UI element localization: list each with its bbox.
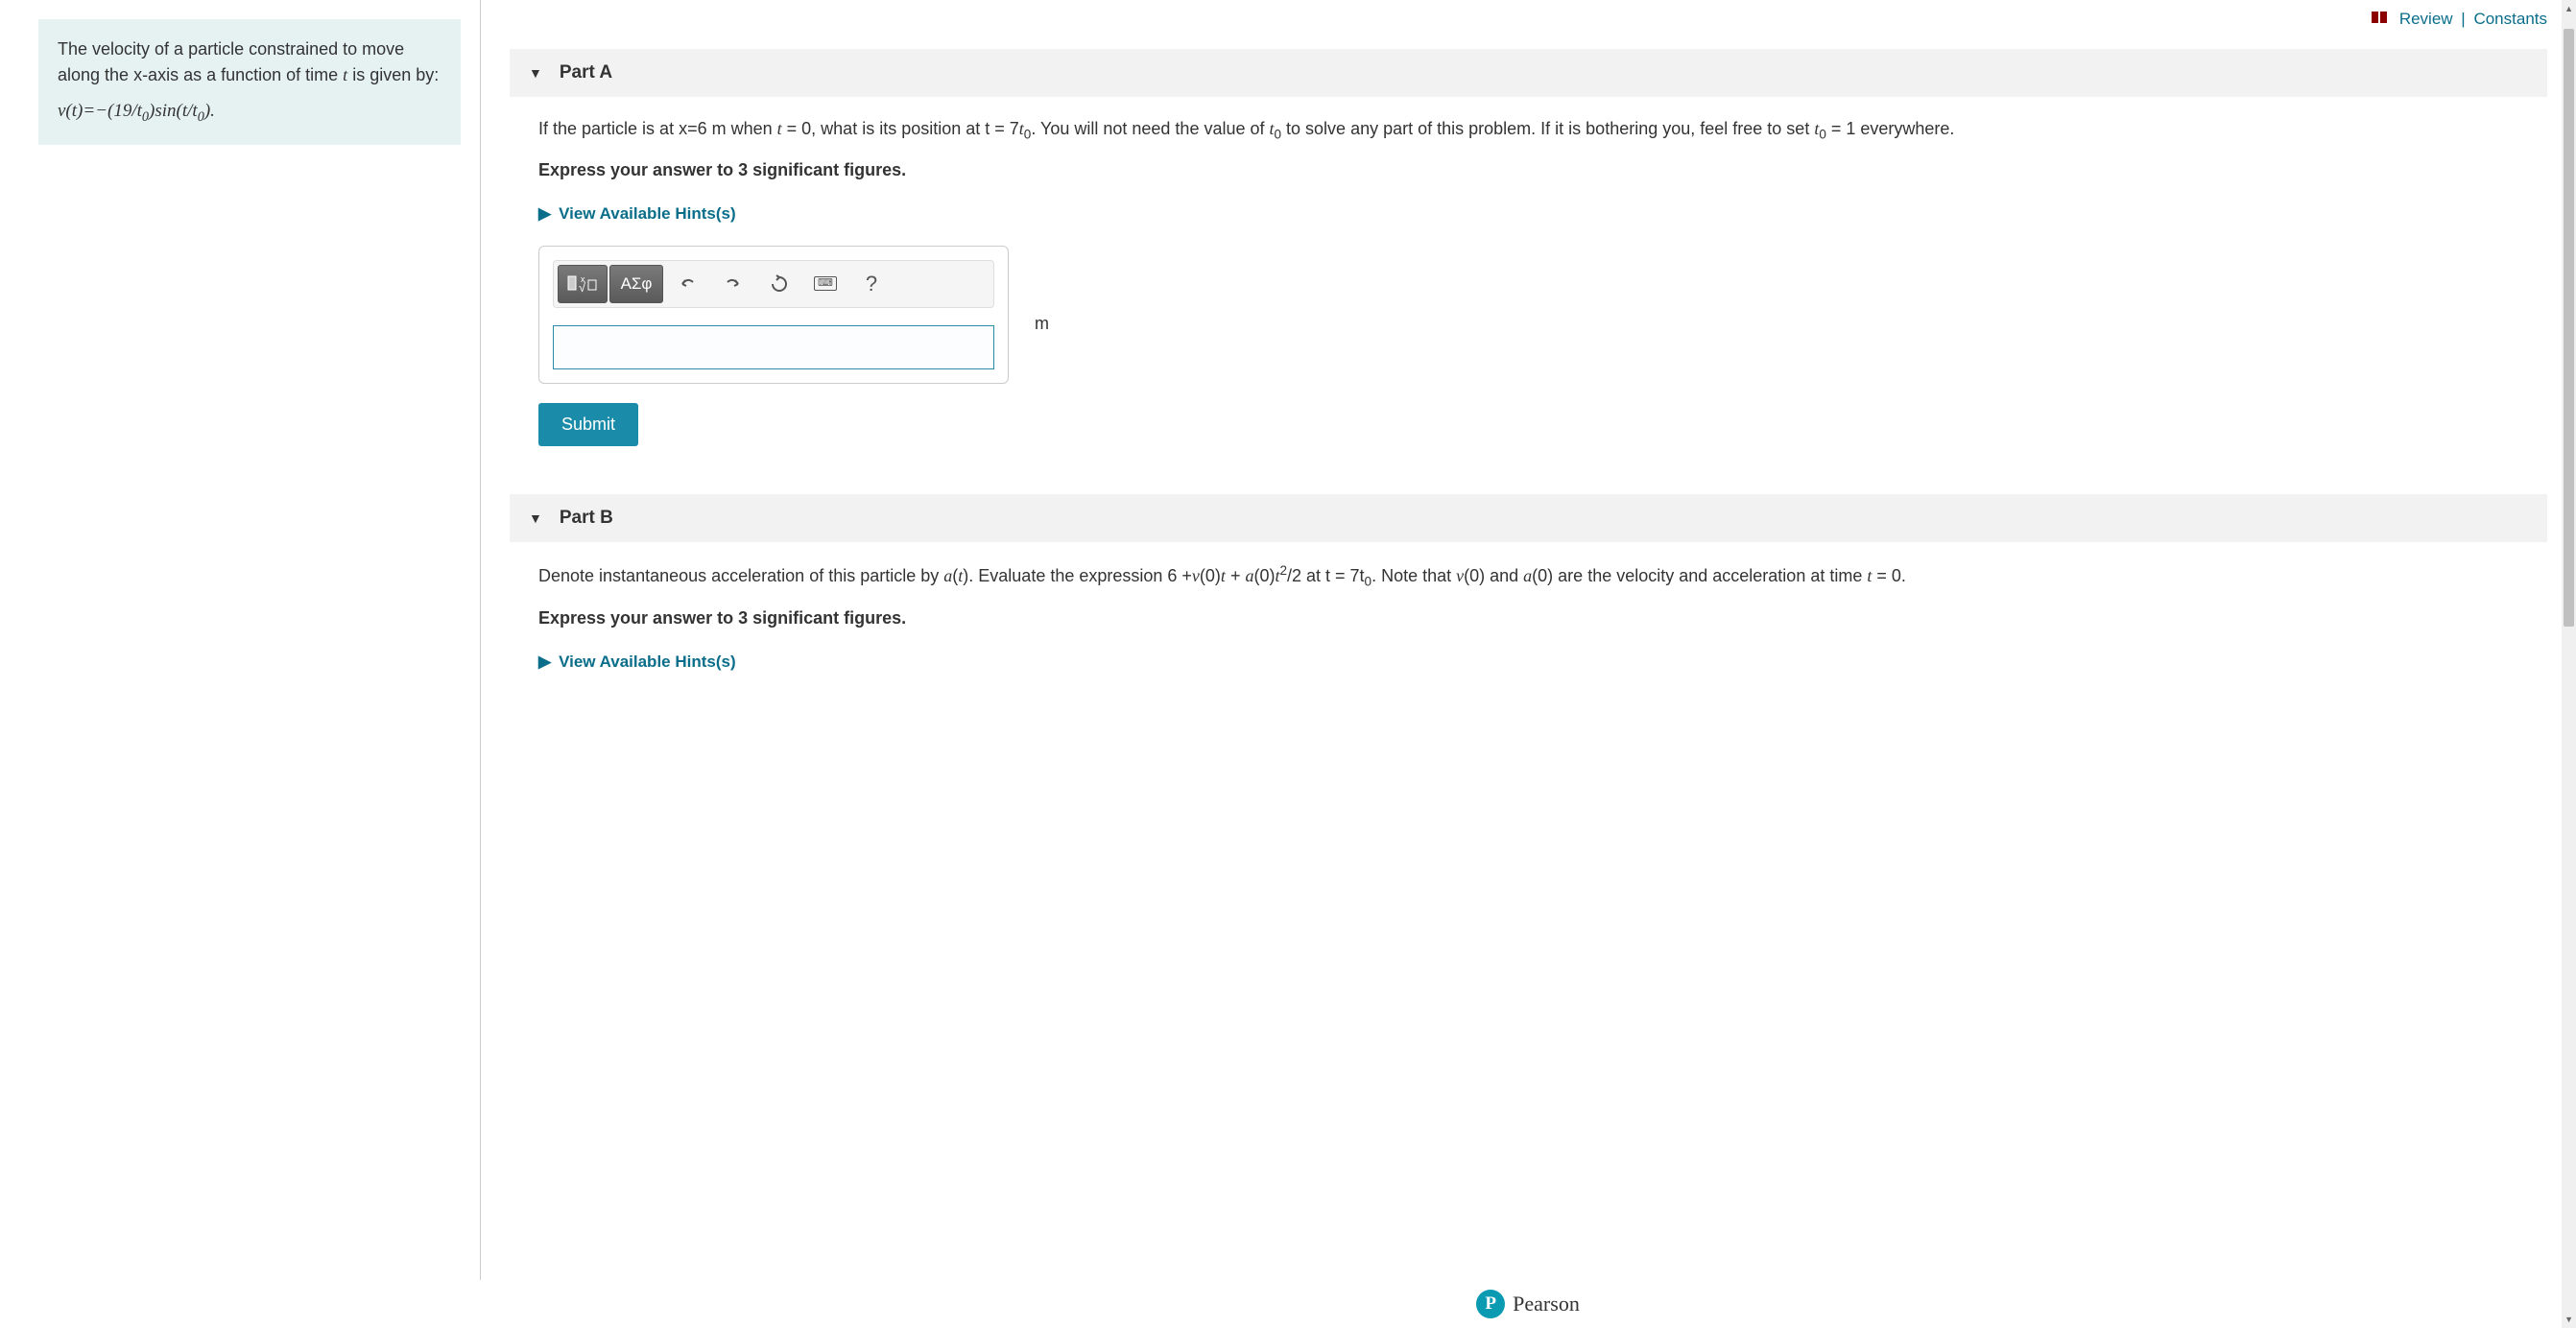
footer: P Pearson (480, 1280, 2576, 1328)
caret-down-icon: ▼ (529, 510, 542, 526)
answer-panel: x √ ΑΣφ (538, 246, 1009, 384)
redo-button[interactable] (711, 265, 755, 303)
part-b-title: Part B (560, 508, 613, 529)
caret-right-icon: ▶ (538, 652, 551, 671)
part-b-header[interactable]: ▼ Part B (510, 494, 2547, 542)
scroll-down-icon[interactable]: ▼ (2564, 1315, 2573, 1324)
pearson-logo-icon: P (1476, 1290, 1505, 1318)
part-a-title: Part A (560, 62, 612, 83)
right-column: Review | Constants ▼ Part A If the parti… (481, 0, 2576, 1328)
part-a-instruction: Express your answer to 3 significant fig… (538, 157, 2518, 183)
part-b-instruction: Express your answer to 3 significant fig… (538, 605, 2518, 631)
page-root: The velocity of a particle constrained t… (0, 0, 2576, 1328)
templates-button[interactable]: x √ (558, 265, 608, 303)
constants-link[interactable]: Constants (2473, 10, 2547, 28)
greek-button[interactable]: ΑΣφ (609, 265, 663, 303)
caret-right-icon: ▶ (538, 204, 551, 223)
part-b-question: Denote instantaneous acceleration of thi… (538, 561, 2518, 592)
part-a-body: If the particle is at x=6 m when t = 0, … (510, 97, 2547, 465)
scroll-up-icon[interactable]: ▲ (2564, 4, 2573, 13)
part-b-hints-label: View Available Hints(s) (559, 652, 736, 671)
top-links-bar: Review | Constants (510, 0, 2547, 39)
answer-unit: m (1035, 311, 1049, 337)
part-b-body: Denote instantaneous acceleration of thi… (510, 542, 2547, 712)
problem-intro-text: The velocity of a particle constrained t… (58, 36, 441, 88)
keyboard-icon: ⌨︎ (814, 276, 837, 291)
part-a-hints-label: View Available Hints(s) (559, 204, 736, 223)
pearson-brand-text: Pearson (1513, 1292, 1580, 1316)
svg-text:√: √ (579, 280, 586, 295)
part-a-question: If the particle is at x=6 m when t = 0, … (538, 116, 2518, 145)
review-link[interactable]: Review (2399, 10, 2453, 28)
help-button[interactable]: ? (849, 265, 894, 303)
scrollbar[interactable]: ▲ ▼ (2562, 0, 2576, 1328)
part-a-hints-toggle[interactable]: ▶ View Available Hints(s) (538, 202, 736, 226)
links-separator: | (2461, 10, 2465, 28)
answer-input[interactable] (553, 325, 994, 369)
problem-statement-box: The velocity of a particle constrained t… (38, 19, 461, 145)
flag-icon[interactable] (2372, 11, 2394, 29)
scrollbar-thumb[interactable] (2564, 29, 2574, 627)
caret-down-icon: ▼ (529, 65, 542, 81)
keyboard-button[interactable]: ⌨︎ (803, 265, 847, 303)
part-b-hints-toggle[interactable]: ▶ View Available Hints(s) (538, 650, 736, 675)
reset-button[interactable] (757, 265, 801, 303)
submit-button[interactable]: Submit (538, 403, 638, 446)
bottom-spacer (510, 712, 2547, 770)
part-a-header[interactable]: ▼ Part A (510, 49, 2547, 97)
problem-intro-tail: is given by: (347, 65, 439, 84)
answer-input-row (553, 325, 994, 369)
problem-equation: v(t)=−(19/t0)sin(t/t0). (58, 98, 441, 128)
left-column: The velocity of a particle constrained t… (0, 0, 480, 1328)
equation-toolbar: x √ ΑΣφ (553, 260, 994, 308)
undo-button[interactable] (665, 265, 709, 303)
